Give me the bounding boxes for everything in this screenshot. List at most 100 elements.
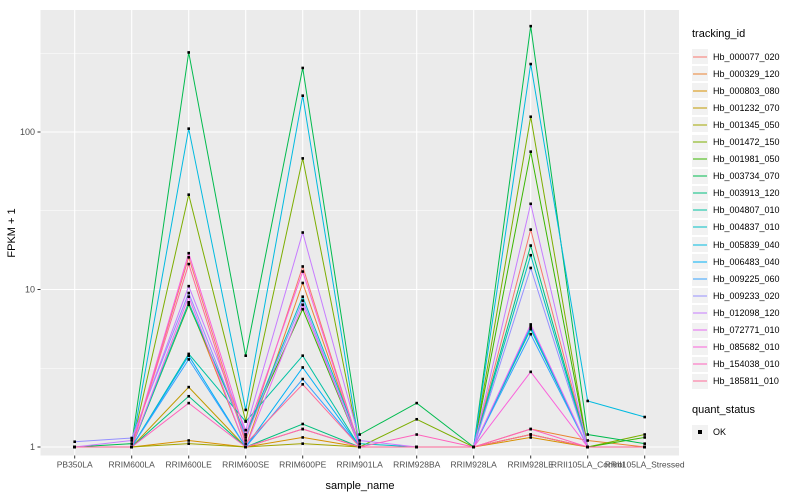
x-tick-label: RRIM928LA [451,460,498,470]
data-point [130,442,133,445]
legend-item-label: Hb_004837_010 [713,222,780,233]
data-point [244,439,247,442]
data-point [244,428,247,432]
legend-item-label: Hb_003913_120 [713,188,780,199]
legend-color-line [693,124,707,126]
data-point [301,383,304,386]
legend-item-Hb_154038_010: Hb_154038_010 [692,356,798,373]
legend-color-line [693,158,707,160]
data-point [643,433,646,436]
data-point [586,439,589,442]
data-point [244,442,247,445]
data-point [529,228,532,231]
legend-item-Hb_001345_050: Hb_001345_050 [692,116,798,133]
data-point [187,127,190,130]
legend-item-label: Hb_000077_020 [713,51,780,62]
legend-item-label: Hb_000329_120 [713,68,780,79]
legend-item-Hb_009233_020: Hb_009233_020 [692,287,798,304]
data-point [187,262,190,266]
data-point [529,427,532,431]
legend-key-swatch [692,373,708,389]
data-point [244,408,247,412]
legend-item-label: Hb_072771_010 [713,325,780,336]
data-point [187,303,190,307]
legend-key-swatch [692,83,708,99]
legend-key-swatch [692,168,708,184]
data-point [301,299,304,302]
legend-item-Hb_004807_010: Hb_004807_010 [692,202,798,219]
legend-key-swatch [692,322,708,338]
legend-item-label: OK [713,427,727,438]
data-point [529,244,532,247]
data-point [529,325,532,329]
data-point [187,439,190,442]
x-tick-label: RRIM600SE [222,460,270,470]
axis-layer: 1 10 100 PB350LA RRIM600LA RRIM600LE RRIM600SE… [20,127,685,470]
data-point [187,442,190,445]
data-point [529,433,532,436]
legend-color-line [693,329,707,331]
data-point [529,150,532,153]
legend-item-Hb_000803_080: Hb_000803_080 [692,82,798,99]
legend-item-label: Hb_000803_080 [713,85,780,96]
data-point [529,436,532,439]
legend-color-line [693,363,707,365]
legend-item-Hb_001232_070: Hb_001232_070 [692,99,798,116]
legend-color-line [693,295,707,297]
legend-color-line [693,226,707,228]
data-point [529,266,532,270]
data-point [301,157,304,160]
plot-panel [40,10,679,456]
data-point [244,433,247,436]
legend-color-line [693,56,707,58]
data-point [529,202,532,206]
data-point [301,281,304,285]
data-point [301,377,304,381]
legend: tracking_id Hb_000077_020 Hb_000329_120 Hb… [692,28,798,441]
legend-quant-status: quant_status OK [692,404,798,441]
data-point [529,323,532,326]
legend-color-line [693,175,707,177]
data-point [130,436,133,440]
data-point [415,417,418,421]
legend-key-swatch [692,49,708,65]
x-tick-label: RRIM600PE [279,460,327,470]
legend-item-Hb_003734_070: Hb_003734_070 [692,168,798,185]
legend-color-line [693,209,707,211]
legend-item-Hb_001472_150: Hb_001472_150 [692,133,798,150]
x-tick-label: RRIM600LE [166,460,213,470]
data-point [529,24,532,28]
x-tick-label: RRIM600LA [109,460,156,470]
legend-key-swatch [692,202,708,218]
y-tick-label: 10 [25,285,35,295]
legend-key-swatch [692,305,708,321]
legend-title-quant-status: quant_status [692,403,755,416]
data-point [358,442,361,445]
legend-key-swatch [692,66,708,82]
legend-item-Hb_012098_120: Hb_012098_120 [692,304,798,321]
legend-key-swatch [692,117,708,133]
legend-key-swatch [692,424,708,440]
series-layer [73,24,646,449]
legend-series-list: Hb_000077_020 Hb_000329_120 Hb_000803_080 H… [692,48,798,390]
legend-color-line [693,346,707,348]
data-point [415,445,418,449]
data-point [301,66,304,70]
data-point [301,270,304,273]
data-point [301,422,304,426]
data-point [301,436,304,439]
data-point [301,307,304,311]
legend-key-swatch [692,271,708,287]
data-point [529,332,532,336]
legend-item-Hb_085682_010: Hb_085682_010 [692,339,798,356]
legend-item-Hb_009225_060: Hb_009225_060 [692,270,798,287]
legend-title-tracking-id: tracking_id [692,28,746,40]
legend-item-Hb_072771_010: Hb_072771_010 [692,322,798,339]
x-tick-label: RRIM928LE [508,460,555,470]
legend-item-quant-ok: OK [692,424,798,441]
legend-item-label: Hb_154038_010 [713,359,780,370]
x-tick-label: RRII105LA_Control [551,460,625,470]
legend-key-swatch [692,356,708,372]
